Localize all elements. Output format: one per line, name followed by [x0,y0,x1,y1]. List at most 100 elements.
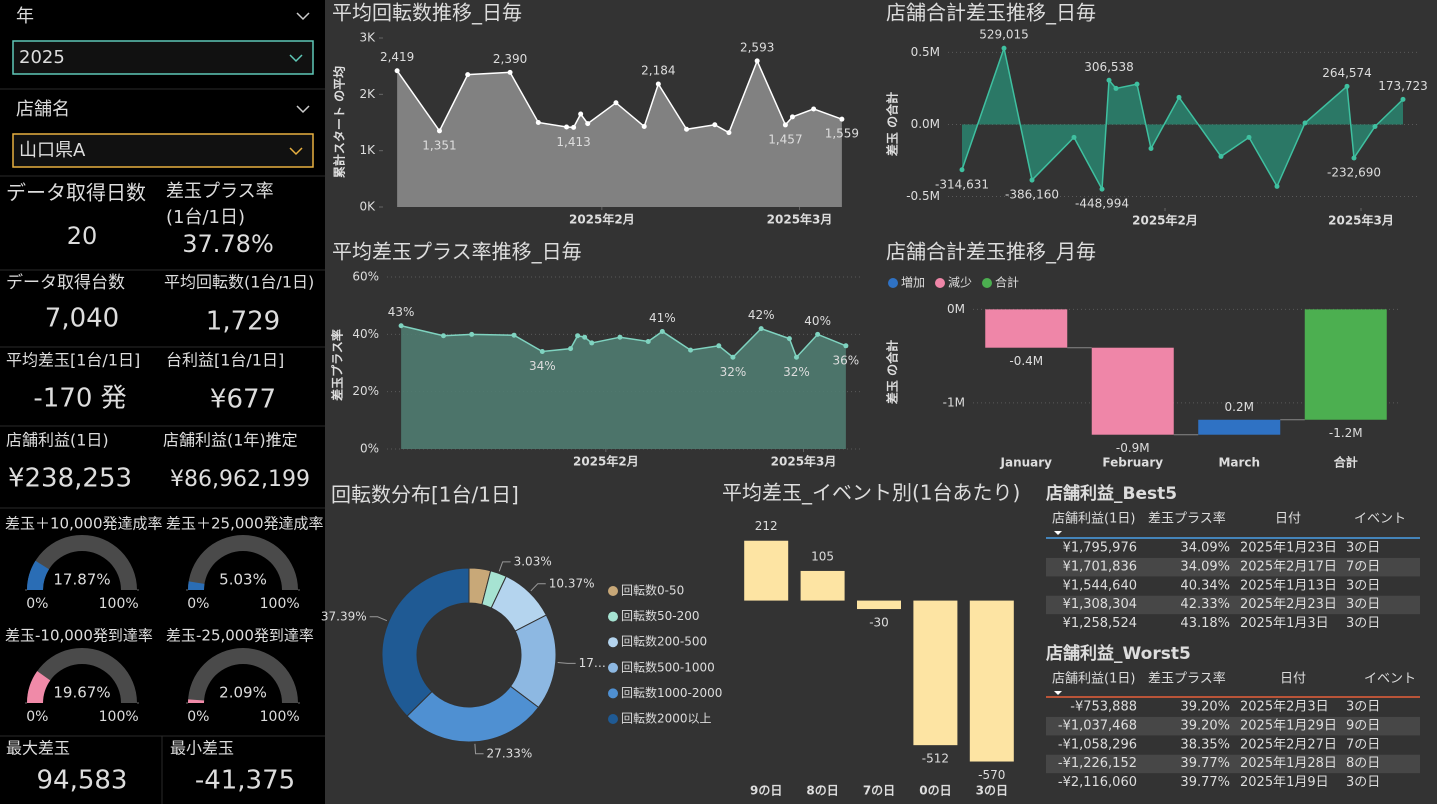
data-label: -0.4M [1009,354,1043,368]
area-fill [397,60,842,207]
line [400,325,847,359]
table-cell: 2025年2月23日 [1240,597,1337,612]
bar [744,540,789,601]
point [564,124,570,130]
legend-marker [608,688,618,699]
kpi-value: ¥677 [210,385,276,415]
data-label: 1,413 [556,135,590,149]
table-cell: 3の日 [1346,616,1380,631]
point [684,126,690,132]
data-label: -1.2M [1329,426,1363,440]
x-tick-label: 2025年2月 [573,454,639,469]
kpi-value: -170 発 [33,384,126,414]
row-stripe [1046,595,1420,615]
table-cell: 9の日 [1346,718,1380,733]
data-label: -314,631 [935,177,989,191]
point [613,100,619,106]
slicer-label: 店舗名 [16,99,70,120]
chart-title: 差玉＋25,000発達成率 [166,515,324,533]
kpi-value: 94,583 [37,766,128,796]
point [398,323,404,329]
bar [969,600,1014,762]
leader-line [369,616,388,622]
kpi-label: 最小差玉 [170,739,234,758]
data-label: -30 [869,616,889,630]
column-header[interactable]: 店舗利益(1日) [1052,512,1135,527]
legend-label: 回転数200-500 [621,634,707,649]
kpi-value: 7,040 [45,304,119,334]
legend-label: 回転数1000-2000 [621,685,722,700]
table-cell: -¥1,226,152 [1058,756,1137,771]
point [582,334,588,340]
column-header[interactable]: 差玉プラス率 [1148,511,1226,527]
legend-label: 減少 [948,275,972,290]
point [469,331,475,337]
data-label: 2,390 [493,52,527,66]
column-header[interactable]: 店舗利益(1日) [1052,672,1135,687]
point [535,120,541,125]
bar [1091,347,1174,435]
legend-marker [608,637,618,648]
data-label: 264,574 [1322,66,1372,80]
slicer-dropdown[interactable] [12,40,314,75]
chart-title: 平均差玉_イベント別(1台あたり) [722,481,1020,505]
point [1106,77,1112,83]
column-header[interactable]: 日付 [1275,512,1301,527]
y-axis-title: 差玉プラス率 [330,329,345,402]
kpi-value: ¥238,253 [8,464,132,494]
legend-label: 回転数2000以上 [621,711,712,726]
chart-title: 回転数分布[1台/1日] [331,483,519,507]
slicer-label: 年 [16,6,34,27]
point [617,334,623,340]
data-label: 212 [755,519,778,533]
point [811,106,817,112]
chart-title: 店舗合計差玉推移_日毎 [886,1,1096,25]
column-header[interactable]: 日付 [1280,672,1306,687]
legend-marker [888,278,898,288]
point [394,68,400,74]
column-header[interactable]: 差玉プラス率 [1148,671,1226,687]
x-tick-label: 0の日 [919,784,951,798]
leader-line [557,661,576,664]
point [1134,81,1140,87]
point [568,346,574,352]
point [789,114,795,120]
chevron [296,105,310,114]
legend-label: 増加 [901,276,925,290]
legend-label: 合計 [995,275,1019,290]
table-cell: 2025年1月23日 [1240,541,1337,556]
gauge-value: 19.67% [53,684,110,702]
kpi-label: 平均差玉[1台/1日] [6,351,140,370]
x-tick-label: 2025年3月 [767,212,833,227]
point [1351,155,1357,161]
legend-label: 回転数500-1000 [621,659,715,674]
bar [1198,419,1281,435]
kpi-value: 20 [67,222,98,250]
point [1001,45,1007,51]
table-cell: 34.09% [1180,559,1230,574]
gauge-value: 17.87% [53,571,110,589]
y-tick-label: -0.5M [906,189,940,203]
x-tick-label: 7の日 [863,784,895,798]
legend-marker [608,662,618,673]
data-label: 41% [649,311,676,325]
slicer-dropdown[interactable] [12,133,314,168]
column-header[interactable]: イベント [1364,672,1416,687]
point [1071,134,1077,140]
point [959,167,965,173]
legend-marker [982,278,992,288]
table-cell: 7の日 [1346,559,1380,574]
kpi-label: 台利益[1台/1日] [166,351,284,370]
x-tick-label: February [1102,456,1163,470]
y-tick-label: 1K [359,143,376,157]
table-cell: -¥2,116,060 [1058,775,1137,790]
gauge-range-label: 0% [187,709,209,725]
kpi-value: 37.78% [182,230,274,258]
point [1372,123,1378,129]
data-label: 3.03% [514,554,552,568]
column-header[interactable]: イベント [1354,512,1406,527]
kpi-value: 1,729 [206,307,280,337]
area-fill [962,48,1403,190]
point [578,111,584,117]
gauge-fill [187,699,205,703]
